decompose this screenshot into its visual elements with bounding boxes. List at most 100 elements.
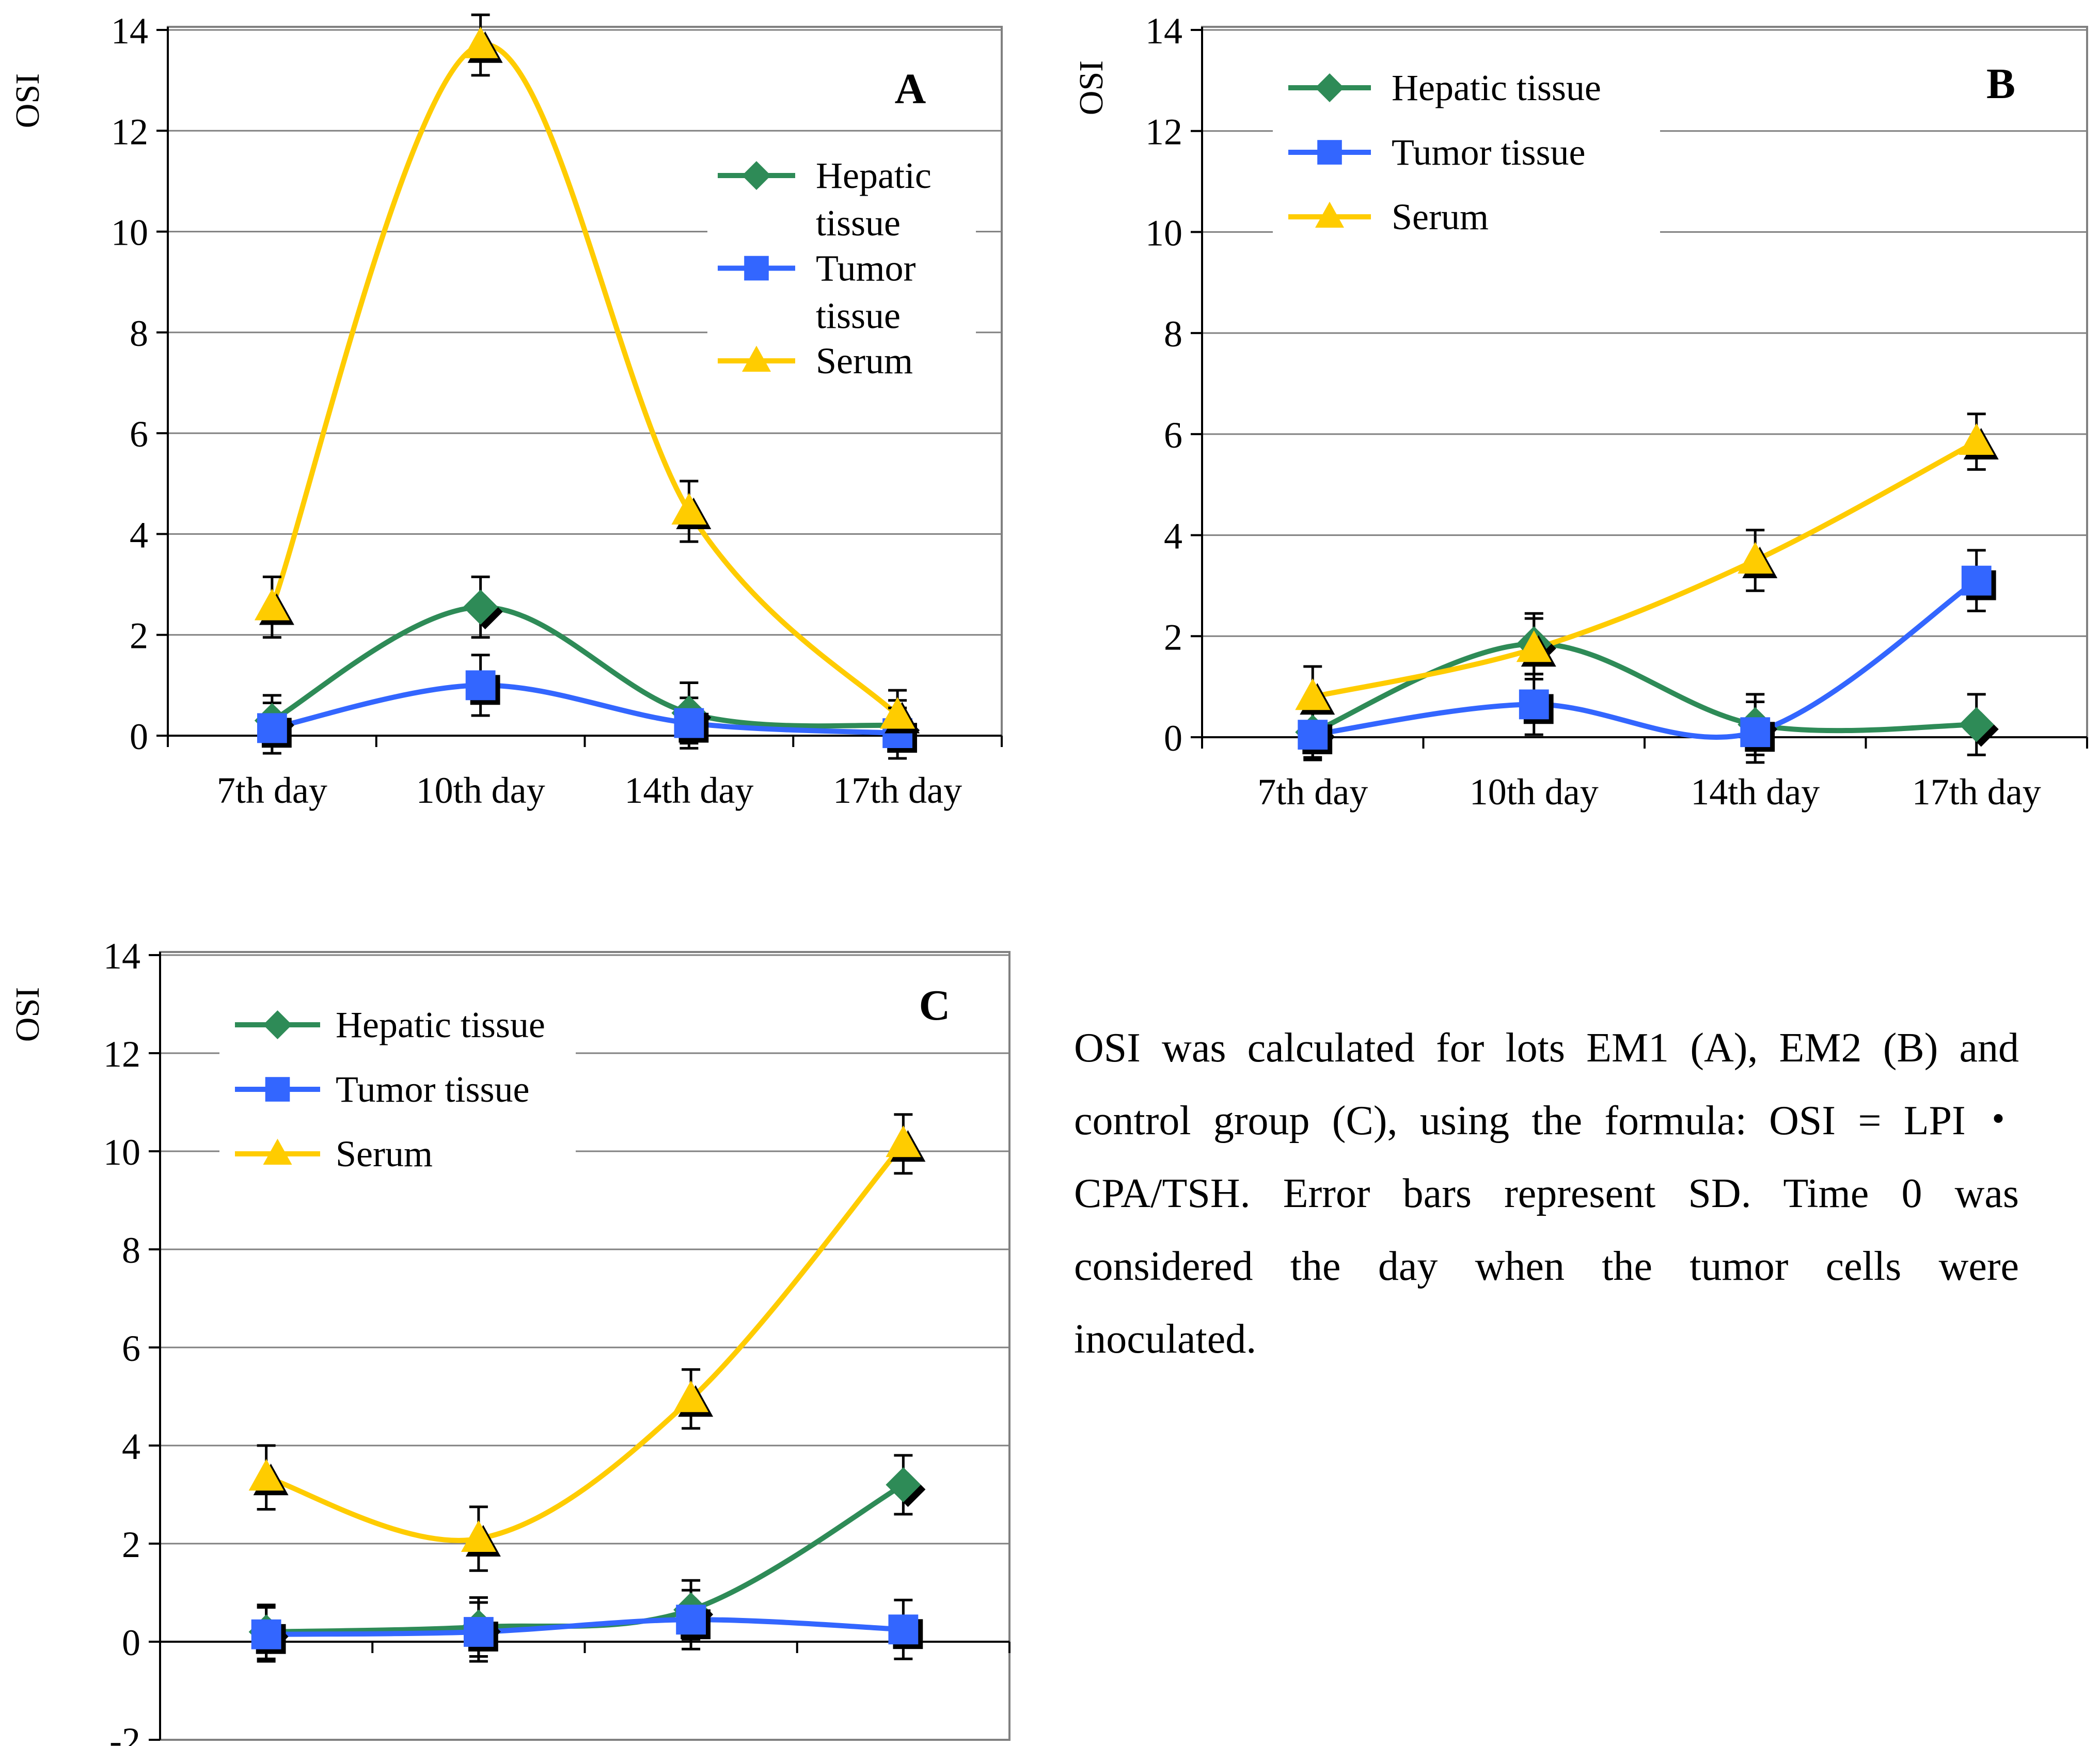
data-point-square: [1298, 720, 1328, 750]
legend-marker-diamond: [1315, 73, 1344, 102]
y-tick-label: 4: [1164, 516, 1182, 557]
chart-b-svg: 0 2 4 6 8 10 12 14 7th day 10th day 14th day 17th d…: [1072, 10, 2088, 813]
y-tick-label: 12: [111, 111, 148, 152]
series-line-triangle: [1312, 439, 1978, 700]
figure-caption: OSI was calculated for lots EM1 (A), EM2…: [1074, 1025, 2019, 1362]
x-tick-label: 10th day: [416, 770, 545, 811]
legend-marker-square: [265, 1077, 290, 1102]
y-tick-label: 12: [103, 1034, 140, 1075]
legend-label: Hepatic tissue: [336, 1004, 545, 1045]
series-line-diamond: [271, 605, 898, 729]
panel-label: B: [1986, 60, 2015, 108]
y-tick-label: 12: [1145, 112, 1182, 153]
x-tick-label: 14th day: [1691, 771, 1820, 813]
legend-marker-diamond: [263, 1010, 292, 1039]
legend-label: Serum: [336, 1133, 433, 1174]
series-line-triangle: [265, 1142, 906, 1543]
data-point-triangle: [1295, 678, 1331, 710]
legend-label: Serum: [1392, 196, 1489, 237]
data-point-triangle: [461, 1520, 496, 1552]
y-tick-label: 6: [1164, 415, 1182, 456]
series-line-square: [266, 1617, 904, 1637]
data-point-square: [463, 1617, 494, 1647]
y-tick-label: 0: [130, 716, 148, 757]
panel-label: A: [895, 65, 926, 113]
legend-marker-triangle: [1315, 201, 1344, 228]
y-tick-label: 2: [1164, 616, 1182, 658]
data-point-square: [1961, 565, 1992, 596]
data-point-diamond: [1959, 707, 1994, 742]
data-point-triangle: [1959, 423, 1994, 455]
data-point-square: [465, 670, 496, 701]
y-tick-label: 14: [1145, 10, 1182, 52]
chart-a-group: 0 2 4 6 8 10 12 14 7th day 10th day 14th day 17th d…: [9, 10, 1003, 811]
data-point-square: [1740, 717, 1771, 748]
x-tick-label: 7th day: [217, 770, 327, 811]
y-tick-label: 0: [122, 1622, 140, 1663]
series-line-square: [271, 682, 898, 736]
legend-label: Tumor tissue: [1392, 132, 1585, 173]
x-tick-label: 10th day: [1470, 771, 1599, 813]
legend-label: Hepatic: [816, 155, 931, 196]
data-point-triangle: [671, 493, 707, 525]
data-point-diamond: [886, 1467, 921, 1502]
legend-marker-square: [1317, 140, 1342, 165]
data-point-triangle: [463, 26, 498, 58]
data-point-square: [674, 708, 704, 738]
x-tick-label: 14th day: [624, 770, 753, 811]
y-axis-label: OSI: [9, 73, 46, 128]
x-tick-label: 17th day: [1912, 771, 2041, 813]
legend-marker-triangle: [742, 345, 771, 372]
data-point-triangle: [1738, 542, 1773, 574]
legend-label: Serum: [816, 340, 913, 382]
data-point-triangle: [1516, 630, 1552, 662]
data-point-square: [676, 1605, 706, 1635]
y-tick-label: 14: [103, 935, 140, 977]
y-tick-label: 8: [122, 1230, 140, 1271]
x-tick-label: 17th day: [833, 770, 962, 811]
y-tick-label: 10: [1145, 212, 1182, 253]
legend-label: Tumor tissue: [336, 1069, 529, 1110]
y-tick-label: 2: [122, 1524, 140, 1565]
chart-panel-b: 0 2 4 6 8 10 12 14 7th day 10th day 14th day 17th d…: [1072, 0, 2100, 867]
data-point-triangle: [254, 589, 290, 621]
legend-marker-diamond: [742, 161, 771, 190]
legend-label: tissue: [816, 295, 901, 337]
y-tick-label: 6: [130, 414, 148, 455]
y-axis-label: OSI: [1072, 60, 1110, 115]
series-line-diamond: [266, 1482, 905, 1634]
data-point-square: [257, 713, 287, 743]
chart-panel-a: 0 2 4 6 8 10 12 14 7th day 10th day 14th day 17th d…: [0, 0, 1033, 867]
y-tick-label: 2: [130, 615, 148, 657]
data-point-triangle: [886, 1125, 921, 1157]
legend-label: tissue: [816, 202, 901, 244]
data-point-diamond: [463, 590, 498, 625]
legend-marker-triangle: [263, 1138, 292, 1165]
chart-b-group: 0 2 4 6 8 10 12 14 7th day 10th day 14th day 17th d…: [1072, 10, 2088, 813]
y-tick-label: 4: [130, 514, 148, 555]
chart-a-svg: 0 2 4 6 8 10 12 14 7th day 10th day 14th day 17th d…: [9, 10, 1003, 811]
series-line-diamond: [1312, 641, 1977, 735]
y-tick-label: 4: [122, 1426, 140, 1467]
data-point-triangle: [248, 1459, 284, 1491]
y-tick-label: -2: [109, 1720, 140, 1746]
series-line-square: [1312, 578, 1978, 740]
x-tick-label: 7th day: [1257, 771, 1368, 813]
y-tick-label: 6: [122, 1328, 140, 1369]
legend-label: Tumor: [816, 248, 915, 289]
data-point-triangle: [880, 697, 915, 729]
legend-label: Hepatic tissue: [1392, 67, 1601, 108]
panel-label: C: [919, 981, 951, 1029]
legend-marker-square: [744, 256, 769, 281]
y-tick-label: 10: [111, 212, 148, 253]
y-tick-label: 14: [111, 10, 148, 52]
y-axis-label: OSI: [9, 987, 46, 1042]
data-point-triangle: [673, 1380, 709, 1412]
data-point-square: [1519, 689, 1549, 720]
y-tick-label: 8: [1164, 313, 1182, 355]
y-tick-label: 0: [1164, 718, 1182, 759]
data-point-square: [251, 1619, 281, 1649]
